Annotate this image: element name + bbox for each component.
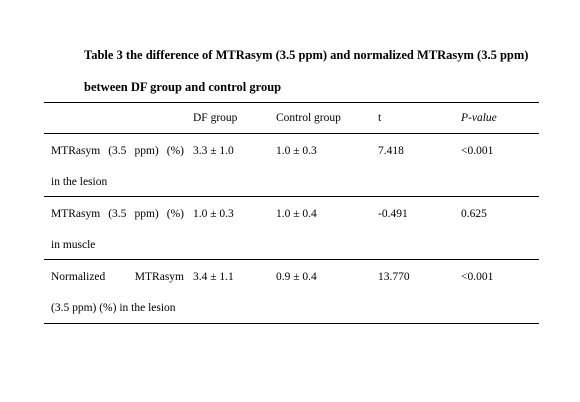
cell-df-group: 3.4 ± 1.1 bbox=[193, 271, 234, 283]
header-rule bbox=[44, 133, 539, 134]
header-t: t bbox=[378, 112, 382, 124]
row-label-word: (3.5 bbox=[108, 145, 127, 157]
table-caption-line-1: Table 3 the difference of MTRasym (3.5 p… bbox=[84, 48, 529, 62]
row-label-line-1: MTRasym (3.5 ppm) (%) bbox=[51, 145, 184, 157]
table-bottom-rule bbox=[44, 323, 539, 324]
row-label-word: (%) bbox=[166, 145, 184, 157]
cell-control-group: 1.0 ± 0.4 bbox=[276, 208, 317, 220]
row-label-word: MTRasym bbox=[51, 145, 101, 157]
row-label-word: ppm) bbox=[134, 208, 159, 220]
cell-p-value: <0.001 bbox=[461, 271, 494, 283]
table-top-rule bbox=[44, 102, 539, 103]
table-caption-line-2: between DF group and control group bbox=[84, 80, 282, 94]
header-control-group: Control group bbox=[276, 112, 341, 124]
row-rule bbox=[44, 259, 539, 260]
cell-control-group: 0.9 ± 0.4 bbox=[276, 271, 317, 283]
header-p-value: P-value bbox=[461, 112, 497, 124]
row-label-line-2: in muscle bbox=[51, 239, 96, 251]
row-label-word: MTRasym bbox=[51, 208, 101, 220]
cell-p-value: <0.001 bbox=[461, 145, 494, 157]
row-rule bbox=[44, 196, 539, 197]
row-label-word: MTRasym bbox=[134, 271, 184, 283]
row-label-word: ppm) bbox=[134, 145, 159, 157]
cell-t: -0.491 bbox=[378, 208, 408, 220]
cell-df-group: 1.0 ± 0.3 bbox=[193, 208, 234, 220]
row-label-line-1: Normalized MTRasym bbox=[51, 271, 184, 283]
row-label-word: Normalized bbox=[51, 271, 106, 283]
row-label-word: (3.5 bbox=[108, 208, 127, 220]
cell-p-value: 0.625 bbox=[461, 208, 487, 220]
cell-t: 7.418 bbox=[378, 145, 404, 157]
row-label-line-2: (3.5 ppm) (%) in the lesion bbox=[51, 302, 176, 314]
cell-control-group: 1.0 ± 0.3 bbox=[276, 145, 317, 157]
header-df-group: DF group bbox=[193, 112, 238, 124]
row-label-word: (%) bbox=[166, 208, 184, 220]
row-label-line-1: MTRasym (3.5 ppm) (%) bbox=[51, 208, 184, 220]
cell-t: 13.770 bbox=[378, 271, 410, 283]
cell-df-group: 3.3 ± 1.0 bbox=[193, 145, 234, 157]
row-label-line-2: in the lesion bbox=[51, 176, 108, 188]
